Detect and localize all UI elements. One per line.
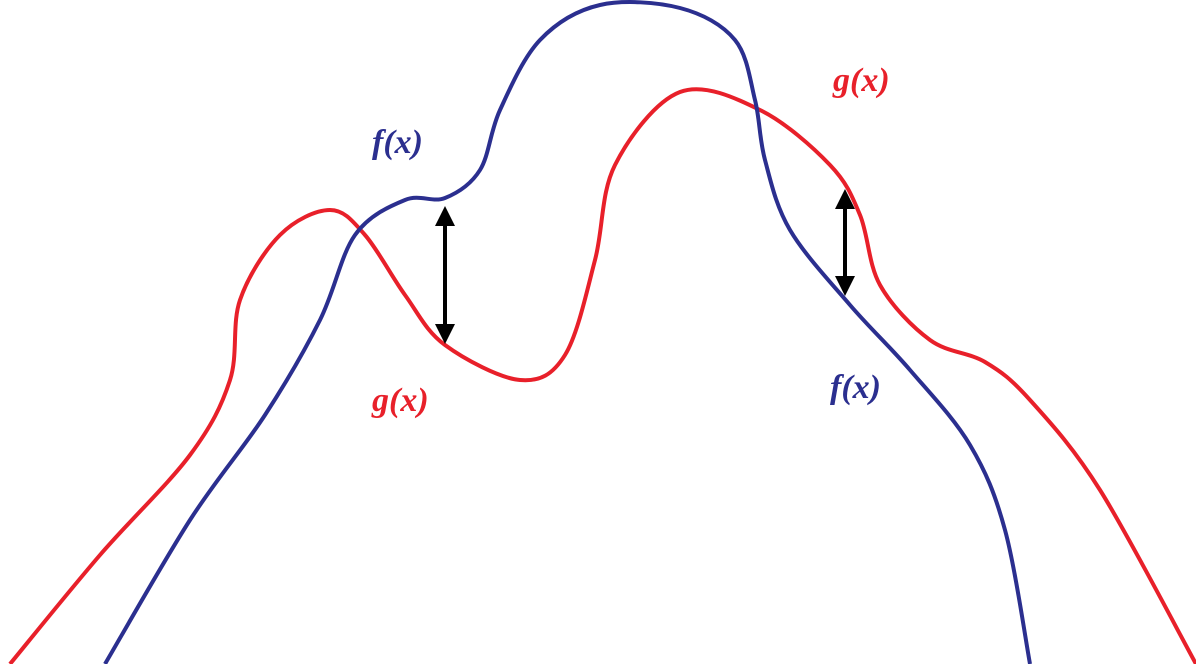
f-label: f(x)	[830, 369, 881, 406]
f-curve	[103, 0, 1032, 664]
g-label: g(x)	[832, 62, 890, 99]
g-label: g(x)	[371, 382, 429, 419]
f-label: f(x)	[372, 124, 423, 161]
g-curve	[8, 87, 1196, 664]
